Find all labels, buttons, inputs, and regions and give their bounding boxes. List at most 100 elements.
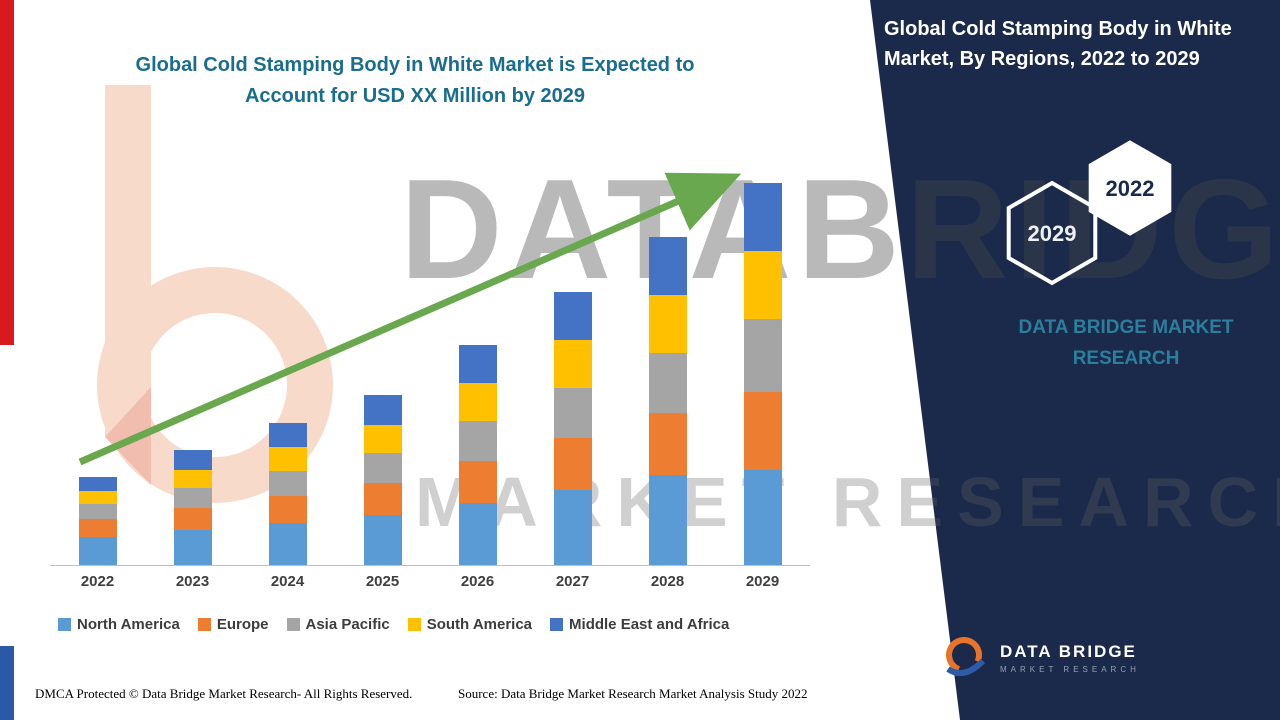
chart-title: Global Cold Stamping Body in White Marke…: [85, 50, 745, 112]
x-axis-labels: 2022 2023 2024 2025 2026 2027 2028 2029: [50, 566, 810, 590]
bar-segment-south-america: [78, 491, 117, 504]
legend-item: Asia Pacific: [286, 616, 390, 633]
bar-slot: [50, 477, 145, 565]
bar-segment-europe: [173, 508, 212, 530]
legend-swatch: [550, 618, 564, 631]
bar-segment-middle-east-and-africa: [173, 450, 212, 470]
x-axis-label: 2024: [270, 573, 305, 590]
x-axis-line: [50, 565, 810, 566]
bar-segment-north-america: [173, 530, 212, 565]
bar-segment-asia-pacific: [363, 453, 402, 483]
footer-logo-name: DATA BRIDGE: [1000, 642, 1137, 661]
x-axis-label: 2029: [745, 573, 780, 590]
bar-segment-middle-east-and-africa: [78, 477, 117, 491]
bar-segment-asia-pacific: [458, 421, 497, 461]
hexagon-2022-shape: [1088, 140, 1172, 236]
stacked-bar-chart: 2022 2023 2024 2025 2026 2027 2028 2029: [50, 140, 810, 590]
chart-legend: North America Europe Asia Pacific South Ame…: [58, 616, 729, 633]
stacked-bar-2023: [173, 450, 212, 565]
year-hexagons: 2029 2022: [1006, 140, 1172, 286]
bar-segment-north-america: [743, 470, 782, 565]
legend-label: South America: [426, 616, 533, 633]
bar-slot: [620, 237, 715, 565]
panel-title-line1: Global Cold Stamping Body in White: [884, 18, 1232, 40]
x-axis-label: 2023: [175, 573, 210, 590]
bar-segment-europe: [458, 461, 497, 503]
bar-segment-asia-pacific: [78, 504, 117, 519]
footer-logo-subtitle: MARKET RESEARCH: [1000, 665, 1140, 674]
dmca-text: DMCA Protected © Data Bridge Market Rese…: [35, 686, 413, 701]
bar-segment-asia-pacific: [173, 488, 212, 508]
stacked-bar-2026: [458, 345, 497, 565]
footer-logo-text: DATA BRIDGE MARKET RESEARCH: [1000, 642, 1140, 674]
stacked-bar-2025: [363, 395, 402, 565]
bar-segment-europe: [363, 483, 402, 515]
bar-slot: [430, 345, 525, 565]
bar-segment-south-america: [458, 383, 497, 421]
legend-swatch: [286, 618, 300, 631]
legend-swatch: [58, 618, 71, 631]
chart-title-line1: Global Cold Stamping Body in White Marke…: [135, 54, 695, 76]
panel-title-line2: Market, By Regions, 2022 to 2029: [884, 48, 1200, 70]
bar-segment-middle-east-and-africa: [363, 395, 402, 425]
legend-item: South America: [407, 616, 533, 633]
bar-segment-south-america: [268, 447, 307, 471]
stacked-bar-2028: [648, 237, 687, 565]
legend-label: North America: [77, 616, 180, 633]
brand-text-line1: DATA BRIDGE MARKET: [1018, 317, 1234, 338]
bar-slot: [335, 395, 430, 565]
bar-segment-middle-east-and-africa: [458, 345, 497, 383]
legend-item: Europe: [197, 616, 269, 633]
bar-segment-middle-east-and-africa: [743, 183, 782, 251]
chart-title-line2: Account for USD XX Million by 2029: [244, 85, 586, 107]
bar-segment-europe: [78, 519, 117, 537]
bar-slot: [715, 183, 810, 565]
x-axis-label: 2026: [460, 573, 495, 590]
bar-segment-north-america: [268, 523, 307, 565]
bar-segment-south-america: [648, 295, 687, 353]
x-axis-label: 2027: [555, 573, 590, 590]
bar-slot: [145, 450, 240, 565]
stacked-bar-2022: [78, 477, 117, 565]
legend-label: Europe: [216, 616, 269, 633]
bar-segment-middle-east-and-africa: [553, 292, 592, 340]
bar-segment-europe: [553, 438, 592, 490]
hexagon-2022-label: 2022: [1106, 176, 1155, 201]
legend-item: Middle East and Africa: [550, 616, 729, 633]
bar-segment-europe: [743, 392, 782, 470]
bar-segment-middle-east-and-africa: [268, 423, 307, 447]
hexagon-2029-label: 2029: [1028, 221, 1077, 246]
bar-segment-north-america: [553, 490, 592, 565]
bar-segment-north-america: [648, 475, 687, 565]
bar-segment-europe: [268, 496, 307, 523]
legend-label: Asia Pacific: [305, 616, 390, 633]
bar-segment-south-america: [743, 251, 782, 319]
bar-segment-south-america: [553, 340, 592, 388]
bar-segment-europe: [648, 413, 687, 475]
bar-segment-south-america: [173, 470, 212, 488]
bar-slot: [525, 292, 620, 565]
data-bridge-logo-icon: [946, 637, 986, 677]
stacked-bar-2029: [743, 183, 782, 565]
bar-segment-south-america: [363, 425, 402, 453]
brand-text-line2: RESEARCH: [1072, 348, 1180, 370]
bar-segment-asia-pacific: [268, 471, 307, 496]
bar-segment-middle-east-and-africa: [648, 237, 687, 295]
bar-slot: [240, 423, 335, 565]
bar-segment-north-america: [363, 515, 402, 565]
legend-item: North America: [58, 616, 180, 633]
bar-segment-north-america: [78, 537, 117, 565]
left-blue-stripe: [0, 646, 14, 720]
bar-segment-asia-pacific: [743, 319, 782, 392]
left-red-stripe: [0, 0, 14, 345]
bar-chart-bars: [50, 140, 810, 565]
panel-title: Global Cold Stamping Body in White Marke…: [884, 14, 1266, 74]
x-axis-label: 2022: [80, 573, 115, 590]
x-axis-label: 2025: [365, 573, 400, 590]
bar-segment-north-america: [458, 503, 497, 565]
bar-segment-asia-pacific: [553, 388, 592, 438]
x-axis-label: 2028: [650, 573, 685, 590]
stacked-bar-2024: [268, 423, 307, 565]
footer-logo: DATA BRIDGE MARKET RESEARCH: [938, 632, 1140, 684]
